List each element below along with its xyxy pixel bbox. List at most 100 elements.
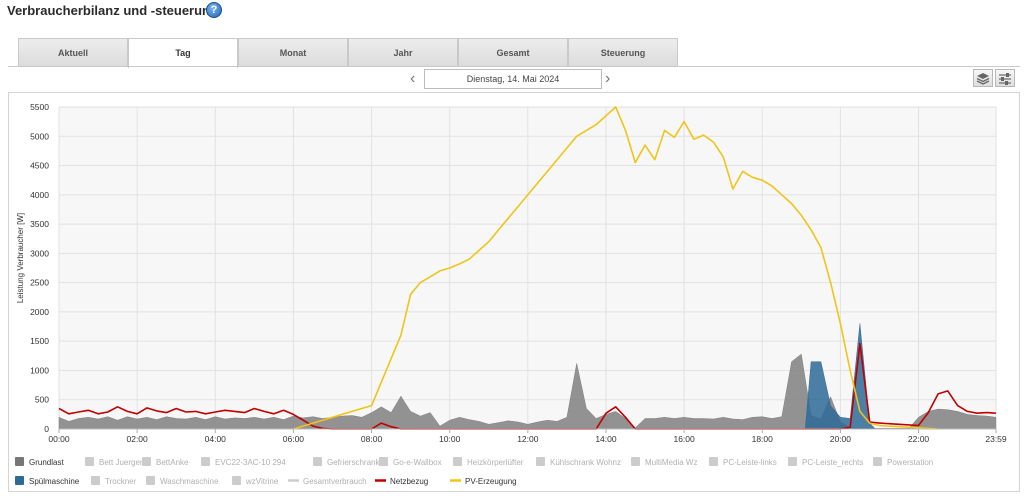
legend-label: Netzbezug <box>390 477 428 486</box>
chart-grid <box>58 106 997 430</box>
legend-label: EVC22-3AC-10 294 <box>215 458 286 467</box>
legend-item-bett-juergen[interactable]: Bett Juergen <box>85 457 144 467</box>
legend-swatch <box>379 457 388 466</box>
tab-gesamt[interactable]: Gesamt <box>458 38 568 66</box>
sliders-icon <box>999 73 1011 85</box>
legend-swatch <box>873 457 882 466</box>
legend-label: Heizkörperlüfter <box>467 458 524 467</box>
legend-item-multimedia-wz[interactable]: MultiMedia Wz <box>631 457 697 467</box>
tab-monat[interactable]: Monat <box>238 38 348 66</box>
legend-swatch <box>15 457 24 466</box>
legend-item-pc-leiste-links[interactable]: PC-Leiste-links <box>709 457 777 467</box>
y-tick-label: 5500 <box>30 102 49 112</box>
legend-item-pv-erzeugung[interactable]: PV-Erzeugung <box>450 477 517 486</box>
legend-item-grundlast[interactable]: Grundlast <box>15 457 64 467</box>
help-icon[interactable]: ? <box>206 2 222 18</box>
legend-label: Kühlschrank Wohnz <box>550 458 621 467</box>
y-tick-label: 3000 <box>30 248 49 258</box>
y-tick-label: 0 <box>44 424 49 434</box>
legend-label: BettAnke <box>156 458 189 467</box>
legend-label: Gefrierschrank <box>327 458 380 467</box>
x-tick-label: 08:00 <box>361 434 383 444</box>
y-tick-label: 2000 <box>30 307 49 317</box>
x-tick-label: 14:00 <box>595 434 617 444</box>
chevron-right-icon[interactable]: › <box>605 70 611 87</box>
legend-swatch <box>631 457 640 466</box>
tab-bar: Aktuell Tag Monat Jahr Gesamt Steuerung <box>18 38 678 68</box>
legend-item-heizk-rperl-fter[interactable]: Heizkörperlüfter <box>453 457 524 467</box>
legend-item-netzbezug[interactable]: Netzbezug <box>375 477 428 486</box>
legend-item-powerstation[interactable]: Powerstation <box>873 457 933 467</box>
chevron-left-icon[interactable]: ‹ <box>410 70 416 87</box>
legend-label: wzVitrine <box>245 477 279 486</box>
legend-swatch <box>15 476 24 485</box>
legend-item-evc22-3ac-10-294[interactable]: EVC22-3AC-10 294 <box>201 457 286 467</box>
legend-item-go-e-wallbox[interactable]: Go-e-Wallbox <box>379 457 442 467</box>
x-tick-label: 00:00 <box>48 434 70 444</box>
legend-swatch <box>146 476 155 485</box>
legend-item-gesamtverbrauch[interactable]: Gesamtverbrauch <box>288 477 367 486</box>
x-tick-label: 06:00 <box>283 434 305 444</box>
page-title: Verbraucherbilanz und -steuerung <box>7 3 218 18</box>
y-tick-label: 5000 <box>30 131 49 141</box>
legend-swatch <box>313 457 322 466</box>
legend-label: PV-Erzeugung <box>465 477 517 486</box>
x-tick-label: 10:00 <box>439 434 461 444</box>
y-tick-label: 1500 <box>30 336 49 346</box>
legend-label: PC-Leiste_rechts <box>802 458 863 467</box>
legend-item-wzvitrine[interactable]: wzVitrine <box>232 476 279 486</box>
layers-view-button[interactable] <box>973 69 993 87</box>
legend-item-sp-lmaschine[interactable]: Spülmaschine <box>15 476 80 486</box>
legend-swatch <box>85 457 94 466</box>
y-tick-label: 500 <box>35 395 49 405</box>
x-tick-label: 22:00 <box>908 434 930 444</box>
legend-swatch <box>142 457 151 466</box>
y-tick-label: 4000 <box>30 190 49 200</box>
y-tick-label: 3500 <box>30 219 49 229</box>
legend-label: Spülmaschine <box>29 477 80 486</box>
legend-swatch <box>201 457 210 466</box>
tab-tag[interactable]: Tag <box>128 38 238 68</box>
x-tick-label: 12:00 <box>517 434 539 444</box>
legend-item-pc-leiste-rechts[interactable]: PC-Leiste_rechts <box>788 457 863 467</box>
legend-label: Grundlast <box>29 458 64 467</box>
y-axis-label: Leistung Verbraucher [W] <box>16 213 25 303</box>
x-axis: 00:00 02:00 04:00 06:00 08:00 10:00 12:00 14:00… <box>48 428 1007 444</box>
tab-jahr[interactable]: Jahr <box>348 38 458 66</box>
series-line-pv-erzeugung <box>293 106 939 430</box>
x-tick-label: 04:00 <box>205 434 227 444</box>
legend-swatch <box>788 457 797 466</box>
legend-label: Powerstation <box>887 458 933 467</box>
tab-steuerung[interactable]: Steuerung <box>568 38 678 66</box>
layers-icon <box>976 73 990 85</box>
chart-container: 0 500 1000 1500 2000 2500 3000 3500 4000 4500 5000… <box>8 92 1020 492</box>
y-tick-label: 1000 <box>30 365 49 375</box>
x-tick-label: 23:59 <box>985 434 1007 444</box>
tab-aktuell[interactable]: Aktuell <box>18 38 128 66</box>
x-tick-label: 20:00 <box>830 434 852 444</box>
x-tick-label: 18:00 <box>752 434 774 444</box>
y-axis: 0 500 1000 1500 2000 2500 3000 3500 4000 4500 5000… <box>30 102 49 434</box>
x-tick-label: 16:00 <box>673 434 695 444</box>
tab-divider <box>8 66 1020 67</box>
legend-swatch <box>453 457 462 466</box>
legend-item-trockner[interactable]: Trockner <box>91 476 137 486</box>
legend-label: Bett Juergen <box>99 458 144 467</box>
legend-label: MultiMedia Wz <box>645 458 697 467</box>
legend-swatch <box>91 476 100 485</box>
date-field[interactable]: Dienstag, 14. Mai 2024 <box>424 69 602 89</box>
legend-label: Go-e-Wallbox <box>393 458 442 467</box>
legend-item-gefrierschrank[interactable]: Gefrierschrank <box>313 457 380 467</box>
sliders-view-button[interactable] <box>995 69 1015 87</box>
y-tick-label: 2500 <box>30 278 49 288</box>
legend-label: PC-Leiste-links <box>723 458 777 467</box>
legend-item-k-hlschrank-wohnz[interactable]: Kühlschrank Wohnz <box>536 457 621 467</box>
legend-swatch <box>232 476 241 485</box>
legend-item-bettanke[interactable]: BettAnke <box>142 457 189 467</box>
legend-swatch <box>536 457 545 466</box>
legend-item-waschmaschine[interactable]: Waschmaschine <box>146 476 219 486</box>
x-tick-label: 02:00 <box>126 434 148 444</box>
consumption-chart: 0 500 1000 1500 2000 2500 3000 3500 4000 4500 5000… <box>15 102 1007 486</box>
legend-label: Gesamtverbrauch <box>303 477 367 486</box>
legend-label: Trockner <box>105 477 137 486</box>
